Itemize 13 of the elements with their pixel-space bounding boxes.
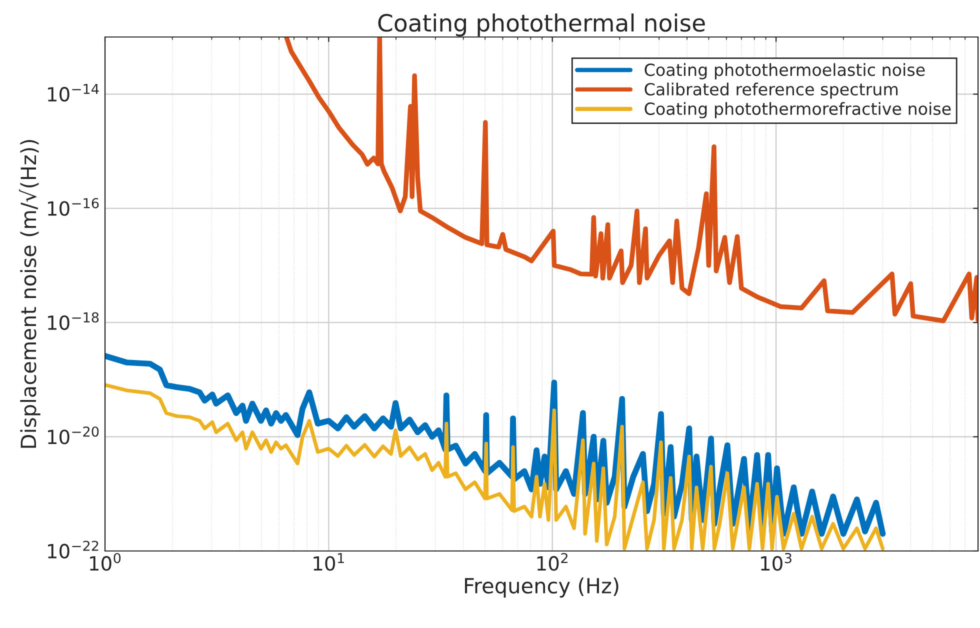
legend-label: Calibrated reference spectrum [644,82,898,99]
y-tick-label: 10$^{−20}$ [48,426,99,444]
x-axis-title: Frequency (Hz) [465,577,618,598]
y-tick-label: 10$^{−14}$ [48,84,99,102]
y-tick-label: 10$^{−16}$ [48,198,99,216]
legend-label: Coating photothermoelastic noise [644,63,925,80]
y-axis-title: Displacement noise (m/√(Hz)) [19,140,40,448]
x-tick-label: 10$^{3}$ [761,552,792,571]
x-tick-label: 10$^{1}$ [314,553,344,571]
chart-title: Coating photothermal noise [378,14,705,36]
y-tick-label: 10$^{−18}$ [48,312,99,330]
legend-label: Coating photothermorefractive noise [644,102,951,118]
x-tick-label: 10$^{2}$ [537,552,568,571]
